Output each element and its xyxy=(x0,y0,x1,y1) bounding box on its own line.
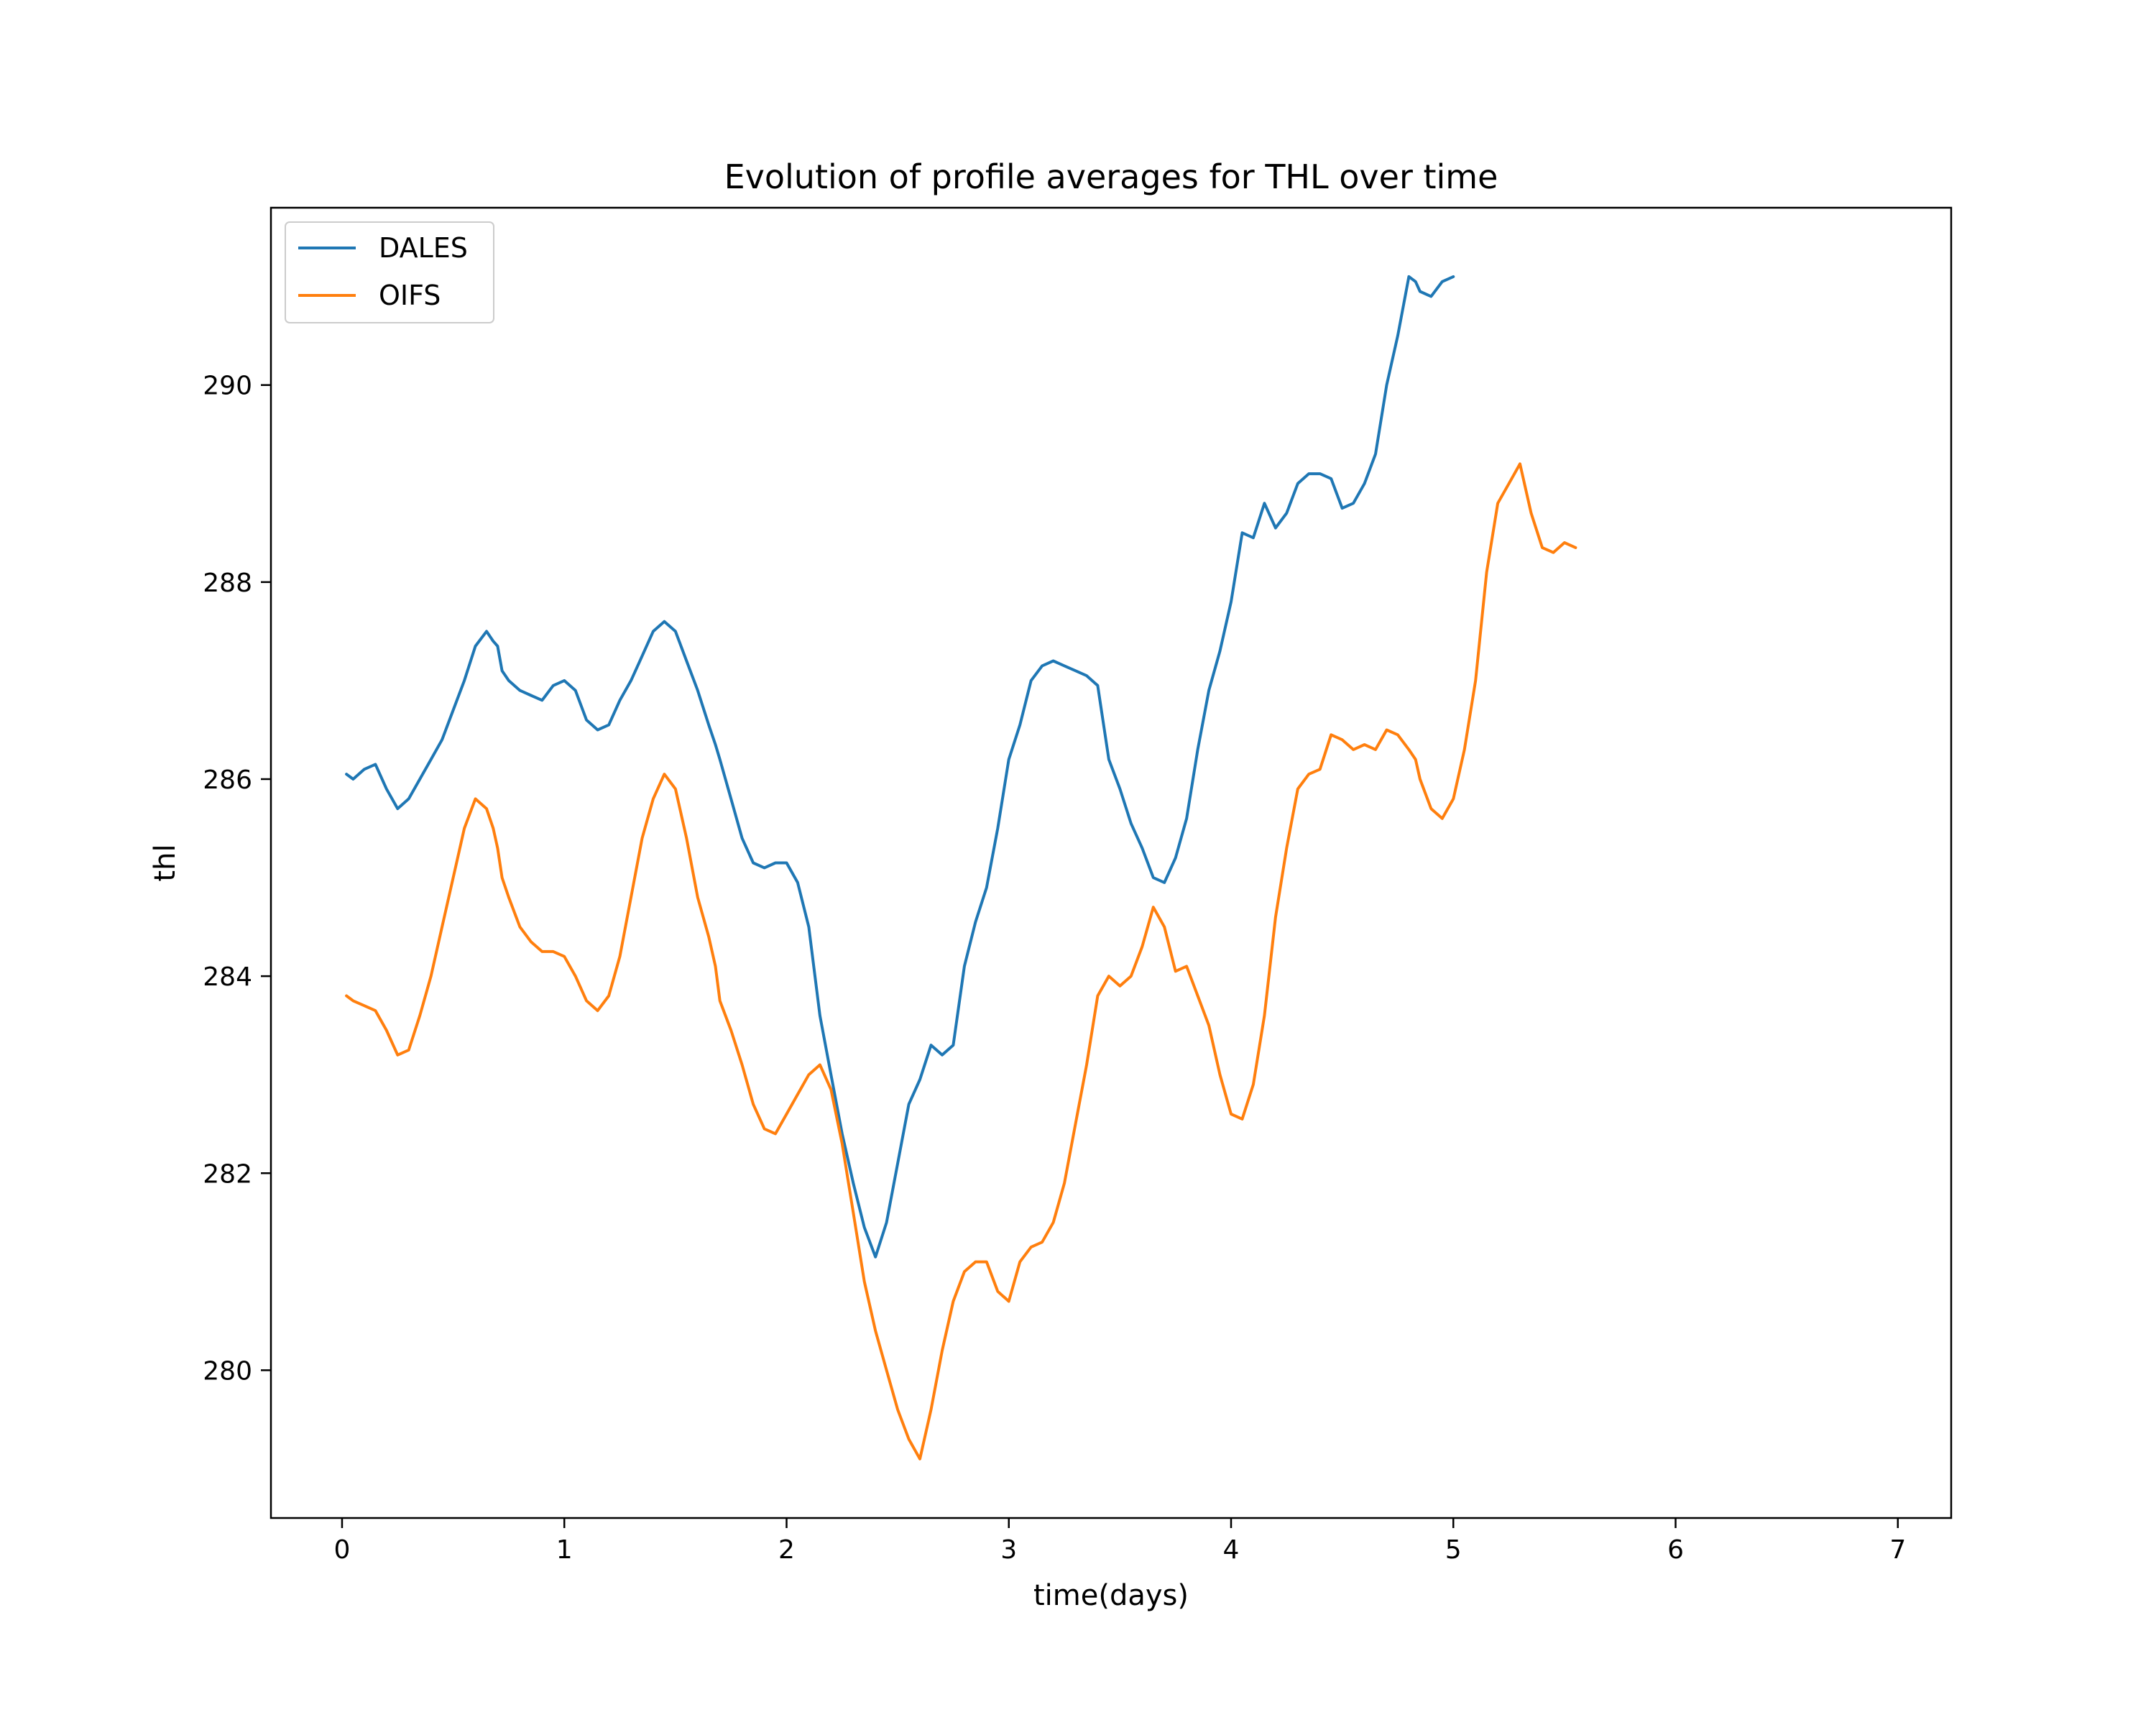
plot-frame xyxy=(271,208,1951,1518)
series-line-oifs xyxy=(346,464,1575,1458)
plot-lines xyxy=(346,277,1575,1459)
legend: DALES OIFS xyxy=(285,222,494,323)
legend-label-dales: DALES xyxy=(379,232,468,264)
x-tick-label: 5 xyxy=(1445,1535,1462,1565)
x-axis-label: time(days) xyxy=(1033,1579,1189,1612)
y-tick-label: 288 xyxy=(203,569,252,598)
x-tick-label: 7 xyxy=(1889,1535,1906,1565)
y-tick-label: 290 xyxy=(203,372,252,401)
chart-title: Evolution of profile averages for THL ov… xyxy=(724,157,1498,196)
y-tick-label: 280 xyxy=(203,1356,252,1386)
x-tick-label: 1 xyxy=(556,1535,573,1565)
legend-label-oifs: OIFS xyxy=(379,280,441,311)
x-axis-ticks: 0 1 2 3 4 5 6 7 xyxy=(334,1518,1907,1565)
x-tick-label: 6 xyxy=(1667,1535,1684,1565)
y-tick-label: 286 xyxy=(203,765,252,795)
y-tick-label: 282 xyxy=(203,1159,252,1189)
x-tick-label: 3 xyxy=(1000,1535,1017,1565)
x-tick-label: 0 xyxy=(334,1535,351,1565)
y-axis-ticks: 280 282 284 286 288 290 xyxy=(203,372,271,1386)
series-line-dales xyxy=(346,277,1453,1257)
y-axis-label: thl xyxy=(149,844,182,881)
x-tick-label: 4 xyxy=(1223,1535,1240,1565)
x-tick-label: 2 xyxy=(778,1535,795,1565)
y-tick-label: 284 xyxy=(203,962,252,992)
